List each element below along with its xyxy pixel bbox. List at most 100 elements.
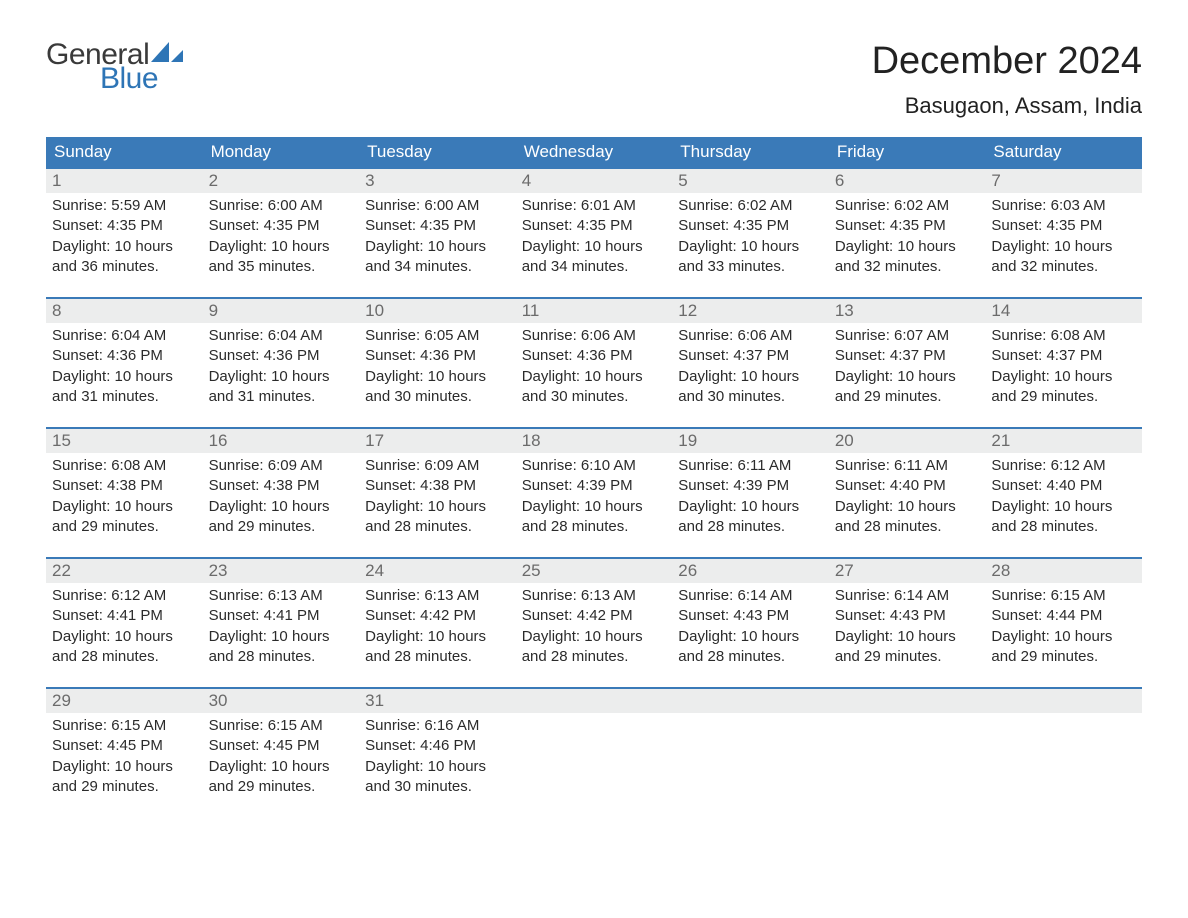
day-number <box>829 689 986 713</box>
day-content: Sunrise: 6:08 AMSunset: 4:38 PMDaylight:… <box>46 453 203 543</box>
day-number: 31 <box>359 689 516 713</box>
sunrise-text: Sunrise: 6:12 AM <box>52 587 166 604</box>
day-content: Sunrise: 6:13 AMSunset: 4:42 PMDaylight:… <box>359 583 516 673</box>
calendar-day <box>516 689 673 803</box>
calendar-day: 5Sunrise: 6:02 AMSunset: 4:35 PMDaylight… <box>672 169 829 283</box>
weekday-label: Saturday <box>985 137 1142 167</box>
sunrise-text: Sunrise: 6:02 AM <box>835 197 949 214</box>
calendar-week: 29Sunrise: 6:15 AMSunset: 4:45 PMDayligh… <box>46 687 1142 803</box>
daylight-text: Daylight: 10 hours and 32 minutes. <box>991 238 1112 275</box>
sunset-text: Sunset: 4:38 PM <box>365 477 476 494</box>
calendar-day: 26Sunrise: 6:14 AMSunset: 4:43 PMDayligh… <box>672 559 829 673</box>
day-number <box>672 689 829 713</box>
sunrise-text: Sunrise: 6:04 AM <box>52 327 166 344</box>
calendar: Sunday Monday Tuesday Wednesday Thursday… <box>46 137 1142 803</box>
day-content: Sunrise: 6:12 AMSunset: 4:40 PMDaylight:… <box>985 453 1142 543</box>
calendar-day: 17Sunrise: 6:09 AMSunset: 4:38 PMDayligh… <box>359 429 516 543</box>
sunset-text: Sunset: 4:46 PM <box>365 737 476 754</box>
daylight-text: Daylight: 10 hours and 29 minutes. <box>52 758 173 795</box>
sunrise-text: Sunrise: 6:09 AM <box>365 457 479 474</box>
sunset-text: Sunset: 4:36 PM <box>522 347 633 364</box>
calendar-day: 30Sunrise: 6:15 AMSunset: 4:45 PMDayligh… <box>203 689 360 803</box>
day-number: 26 <box>672 559 829 583</box>
sunset-text: Sunset: 4:35 PM <box>365 217 476 234</box>
day-number: 1 <box>46 169 203 193</box>
calendar-day: 12Sunrise: 6:06 AMSunset: 4:37 PMDayligh… <box>672 299 829 413</box>
day-number: 12 <box>672 299 829 323</box>
sunset-text: Sunset: 4:35 PM <box>522 217 633 234</box>
weekday-label: Sunday <box>46 137 203 167</box>
sunset-text: Sunset: 4:37 PM <box>835 347 946 364</box>
day-number: 24 <box>359 559 516 583</box>
calendar-day <box>985 689 1142 803</box>
day-content: Sunrise: 6:13 AMSunset: 4:42 PMDaylight:… <box>516 583 673 673</box>
sunrise-text: Sunrise: 5:59 AM <box>52 197 166 214</box>
day-content: Sunrise: 6:06 AMSunset: 4:36 PMDaylight:… <box>516 323 673 413</box>
sunrise-text: Sunrise: 6:13 AM <box>209 587 323 604</box>
sunset-text: Sunset: 4:35 PM <box>52 217 163 234</box>
calendar-day: 18Sunrise: 6:10 AMSunset: 4:39 PMDayligh… <box>516 429 673 543</box>
day-content: Sunrise: 6:15 AMSunset: 4:45 PMDaylight:… <box>46 713 203 803</box>
daylight-text: Daylight: 10 hours and 30 minutes. <box>365 758 486 795</box>
daylight-text: Daylight: 10 hours and 28 minutes. <box>52 628 173 665</box>
daylight-text: Daylight: 10 hours and 28 minutes. <box>365 628 486 665</box>
day-number: 23 <box>203 559 360 583</box>
day-number: 27 <box>829 559 986 583</box>
day-number: 2 <box>203 169 360 193</box>
day-content <box>516 713 673 722</box>
day-number: 8 <box>46 299 203 323</box>
calendar-day: 27Sunrise: 6:14 AMSunset: 4:43 PMDayligh… <box>829 559 986 673</box>
calendar-day: 21Sunrise: 6:12 AMSunset: 4:40 PMDayligh… <box>985 429 1142 543</box>
calendar-day: 14Sunrise: 6:08 AMSunset: 4:37 PMDayligh… <box>985 299 1142 413</box>
sunset-text: Sunset: 4:36 PM <box>209 347 320 364</box>
day-content: Sunrise: 6:14 AMSunset: 4:43 PMDaylight:… <box>829 583 986 673</box>
day-content: Sunrise: 6:06 AMSunset: 4:37 PMDaylight:… <box>672 323 829 413</box>
daylight-text: Daylight: 10 hours and 28 minutes. <box>678 498 799 535</box>
day-number: 15 <box>46 429 203 453</box>
calendar-day: 22Sunrise: 6:12 AMSunset: 4:41 PMDayligh… <box>46 559 203 673</box>
sunrise-text: Sunrise: 6:08 AM <box>991 327 1105 344</box>
sunset-text: Sunset: 4:36 PM <box>52 347 163 364</box>
daylight-text: Daylight: 10 hours and 35 minutes. <box>209 238 330 275</box>
day-content: Sunrise: 6:14 AMSunset: 4:43 PMDaylight:… <box>672 583 829 673</box>
daylight-text: Daylight: 10 hours and 29 minutes. <box>209 498 330 535</box>
sunset-text: Sunset: 4:38 PM <box>52 477 163 494</box>
day-content <box>672 713 829 722</box>
sunrise-text: Sunrise: 6:01 AM <box>522 197 636 214</box>
day-content: Sunrise: 6:02 AMSunset: 4:35 PMDaylight:… <box>829 193 986 283</box>
day-number: 3 <box>359 169 516 193</box>
daylight-text: Daylight: 10 hours and 32 minutes. <box>835 238 956 275</box>
sunset-text: Sunset: 4:35 PM <box>209 217 320 234</box>
day-number: 22 <box>46 559 203 583</box>
sunset-text: Sunset: 4:36 PM <box>365 347 476 364</box>
sunrise-text: Sunrise: 6:14 AM <box>835 587 949 604</box>
sunset-text: Sunset: 4:38 PM <box>209 477 320 494</box>
daylight-text: Daylight: 10 hours and 30 minutes. <box>678 368 799 405</box>
sunset-text: Sunset: 4:45 PM <box>209 737 320 754</box>
daylight-text: Daylight: 10 hours and 31 minutes. <box>52 368 173 405</box>
day-content: Sunrise: 6:15 AMSunset: 4:45 PMDaylight:… <box>203 713 360 803</box>
daylight-text: Daylight: 10 hours and 29 minutes. <box>209 758 330 795</box>
daylight-text: Daylight: 10 hours and 28 minutes. <box>522 498 643 535</box>
day-number: 13 <box>829 299 986 323</box>
daylight-text: Daylight: 10 hours and 33 minutes. <box>678 238 799 275</box>
weekday-label: Friday <box>829 137 986 167</box>
day-content: Sunrise: 6:11 AMSunset: 4:40 PMDaylight:… <box>829 453 986 543</box>
daylight-text: Daylight: 10 hours and 28 minutes. <box>209 628 330 665</box>
day-content: Sunrise: 6:09 AMSunset: 4:38 PMDaylight:… <box>203 453 360 543</box>
calendar-day: 8 Sunrise: 6:04 AM Sunset: 4:36 PM Daylight… <box>46 299 203 413</box>
day-number: 4 <box>516 169 673 193</box>
day-number: 18 <box>516 429 673 453</box>
calendar-day: 24Sunrise: 6:13 AMSunset: 4:42 PMDayligh… <box>359 559 516 673</box>
day-content: Sunrise: 6:09 AMSunset: 4:38 PMDaylight:… <box>359 453 516 543</box>
sunrise-text: Sunrise: 6:00 AM <box>209 197 323 214</box>
day-number: 11 <box>516 299 673 323</box>
weekday-header-row: Sunday Monday Tuesday Wednesday Thursday… <box>46 137 1142 167</box>
day-content: Sunrise: 6:03 AMSunset: 4:35 PMDaylight:… <box>985 193 1142 283</box>
day-number: 14 <box>985 299 1142 323</box>
day-content: Sunrise: 6:00 AM Sunset: 4:35 PM Daylight:… <box>203 193 360 283</box>
sunrise-text: Sunrise: 6:13 AM <box>522 587 636 604</box>
sunrise-text: Sunrise: 6:11 AM <box>678 457 791 474</box>
weekday-label: Wednesday <box>516 137 673 167</box>
daylight-text: Daylight: 10 hours and 29 minutes. <box>835 368 956 405</box>
